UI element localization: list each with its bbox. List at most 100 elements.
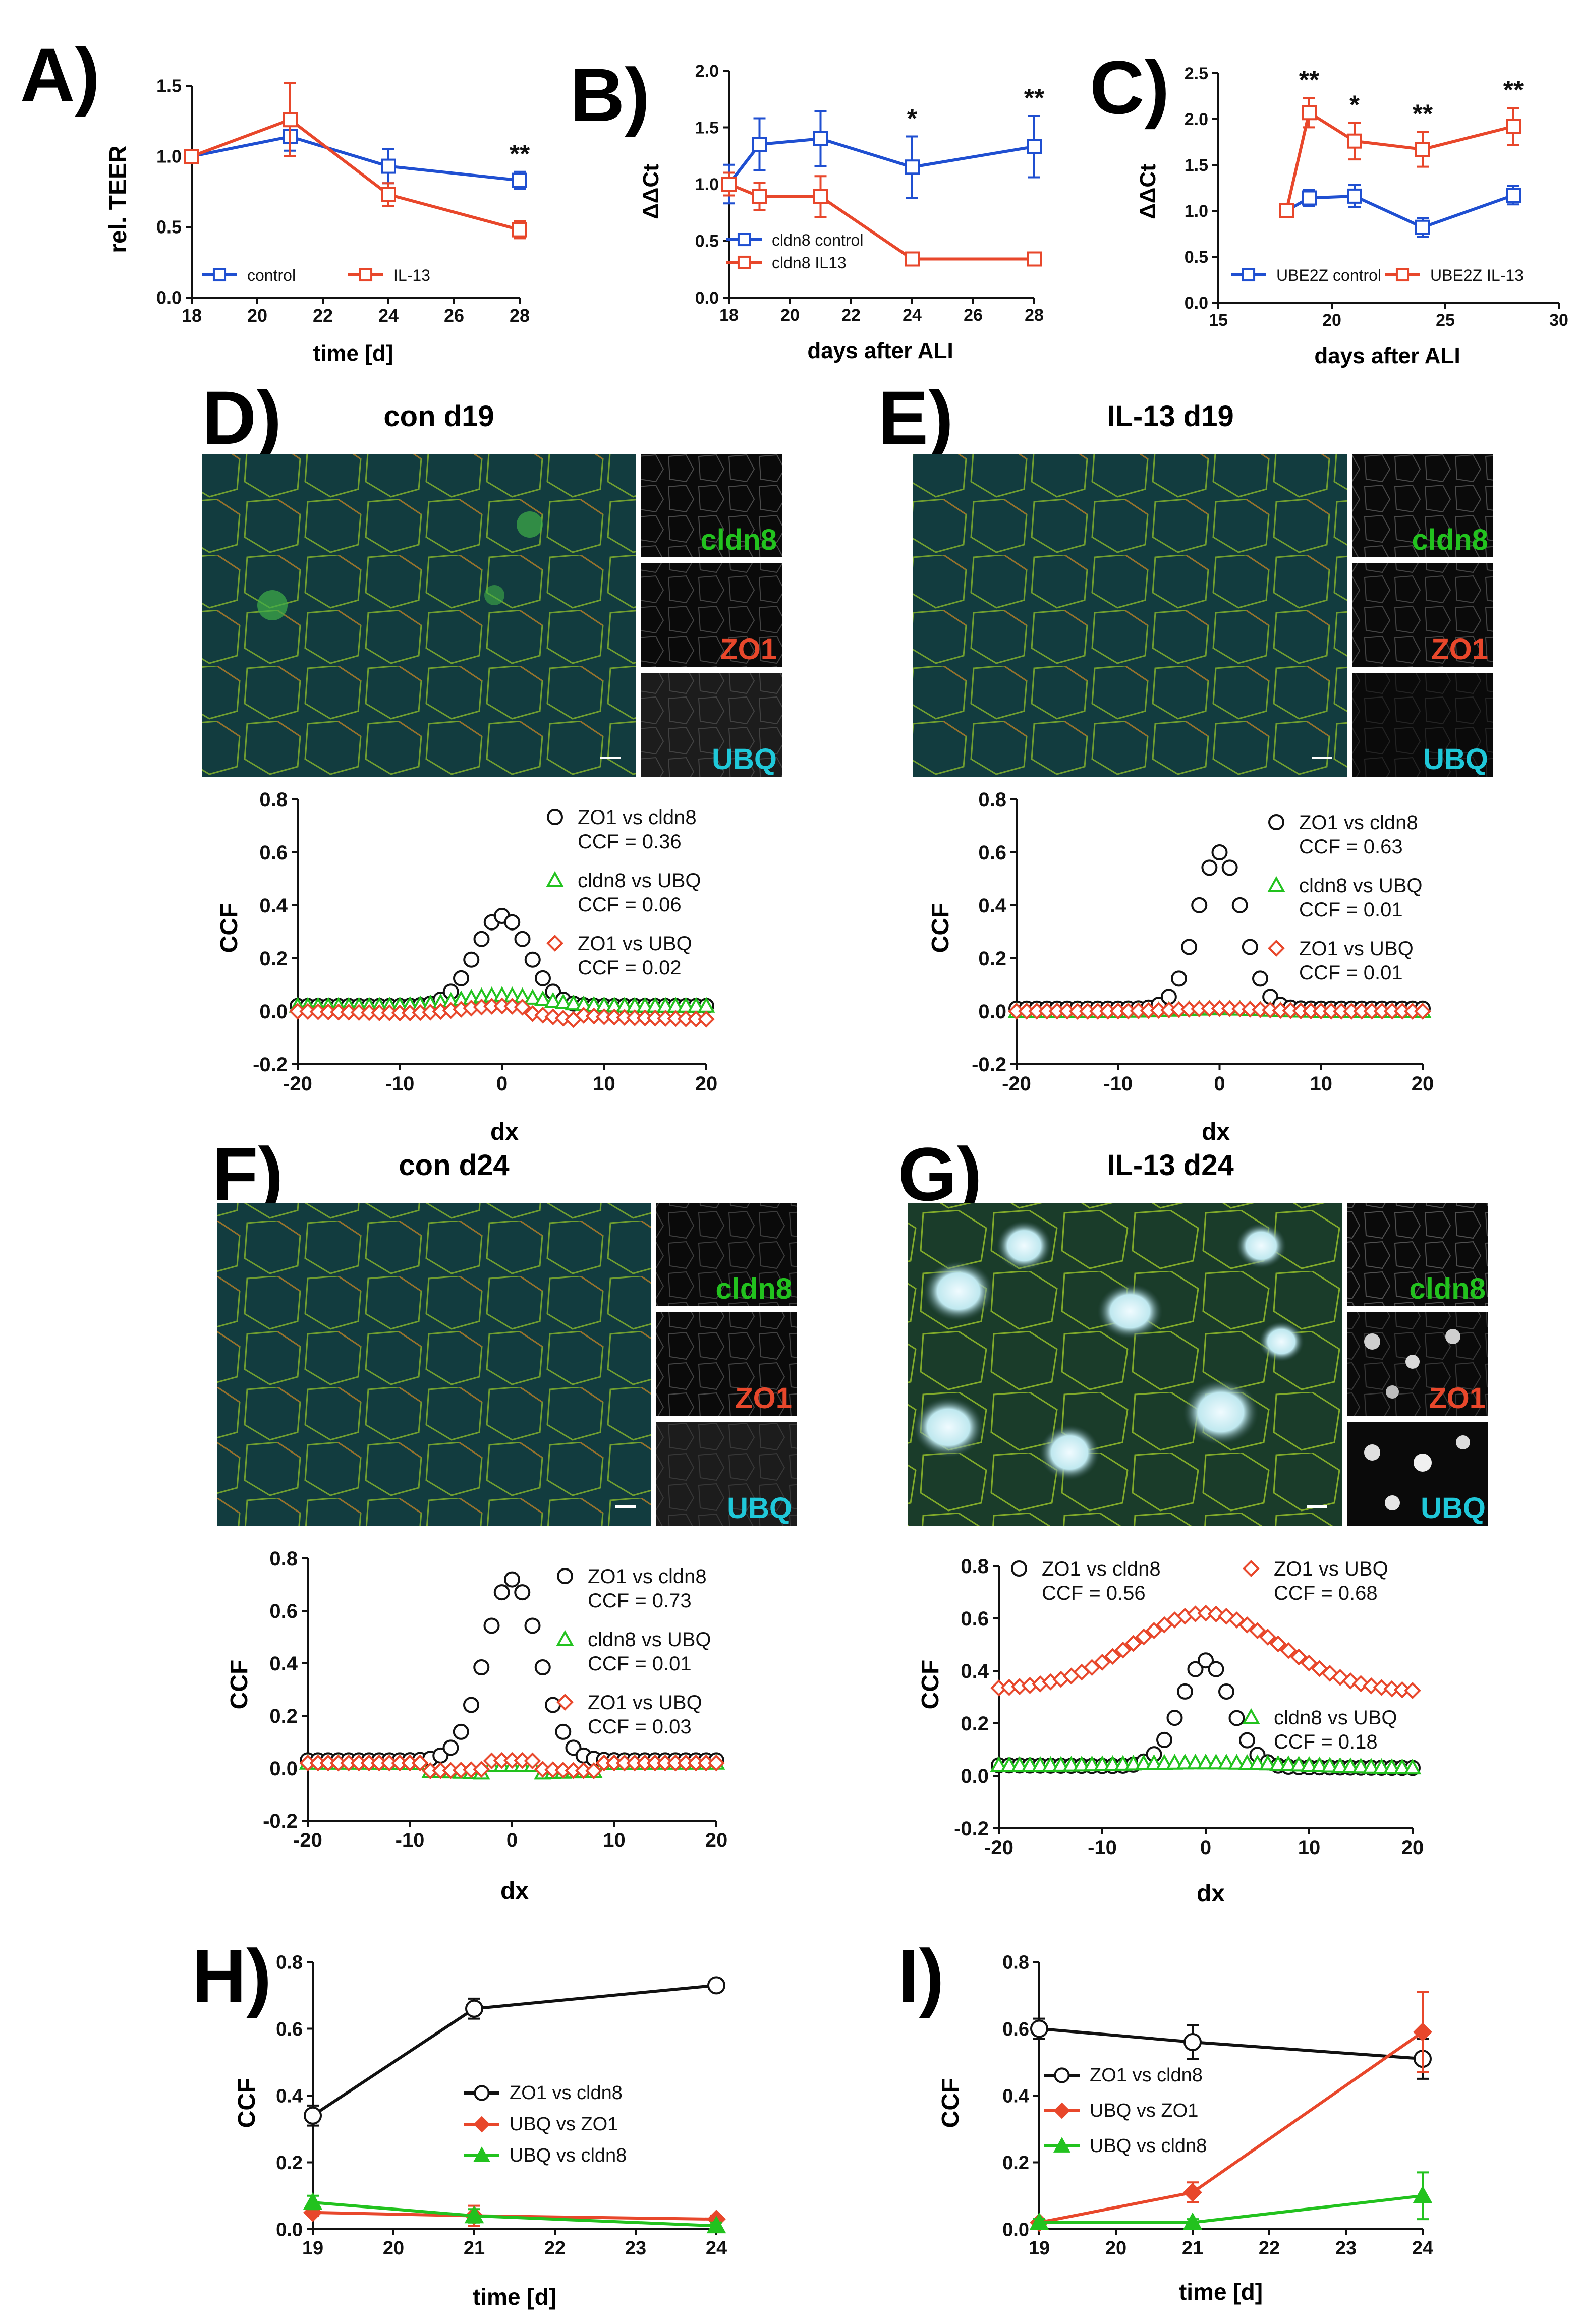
data-point [463,1697,479,1713]
data-point [544,1008,562,1025]
x-tick-label: 10 [603,1829,626,1851]
data-point [184,149,199,164]
data-point [1413,2022,1432,2042]
data-point [381,187,396,202]
data-point [1124,1635,1142,1652]
data-point [544,992,562,1008]
data-point [1218,1683,1234,1700]
data-point [1301,1654,1318,1672]
y-tick-label: 0.5 [1185,248,1208,267]
legend-marker [556,1694,574,1711]
legend-marker [474,2085,490,2101]
y-tick-label: 0.4 [269,1653,298,1675]
channel-label-zo1: ZO1 [1429,1382,1486,1415]
data-point [752,137,767,152]
legend-marker [1054,2067,1070,2083]
x-tick-label: -20 [1002,1073,1031,1095]
legend: UBE2Z control UBE2Z IL-13 [1231,266,1524,284]
legend-label: ZO1 vs UBQ [1299,938,1414,960]
legend-marker [473,2116,490,2133]
data-point [1052,1756,1070,1772]
legend-ccf: CCF = 0.68 [1274,1582,1378,1604]
data-point [1252,970,1268,987]
legend-label: UBE2Z control [1276,266,1381,284]
data-point [1331,1757,1349,1773]
x-tick-label: 10 [1310,1073,1333,1095]
data-point [545,1697,561,1713]
panel-label-E: E) [878,375,953,460]
data-point [813,189,828,204]
data-point [524,1752,541,1770]
legend-ccf: CCF = 0.01 [1299,899,1403,921]
data-point [990,1756,1008,1772]
legend-marker [1242,1708,1260,1724]
x-tick-label: -20 [283,1073,312,1095]
data-point [1290,1756,1308,1772]
data-point [1114,1755,1132,1771]
legend: control IL-13 [202,266,430,284]
data-point [1238,1754,1256,1770]
data-point [1021,1756,1039,1772]
data-point [534,1659,551,1676]
legend-label: cldn8 vs UBQ [1299,875,1423,897]
y-tick-label: 1.5 [1185,156,1208,175]
legend-label: UBQ vs cldn8 [1090,2135,1207,2157]
data-point [585,1762,602,1779]
data-point [1228,1710,1245,1726]
x-tick-label: -10 [385,1073,415,1095]
data-point [1156,1731,1172,1748]
legend-label: UBQ vs cldn8 [510,2145,627,2166]
ylabel-C: ΔΔCt [1136,164,1160,219]
series-line [1039,2030,1424,2224]
legend-label: cldn8 control [772,231,863,249]
data-point [1042,1756,1059,1772]
x-tick-label: 20 [780,306,800,325]
channel-label-cldn8: cldn8 [1410,1272,1486,1305]
data-point [1183,2183,1202,2202]
x-tick-label: 0 [1214,1073,1225,1095]
y-tick-label: 0.0 [1185,294,1208,313]
legend-label: ZO1 vs cldn8 [1299,811,1418,834]
data-point [1187,1661,1204,1677]
significance-annotation: ** [1413,99,1433,129]
x-tick-label: 18 [719,306,739,325]
series-line [191,135,520,182]
y-tick-label: 1.0 [156,146,182,167]
data-point [554,1010,572,1027]
y-tick-label: 0.0 [259,1001,288,1023]
data-point [453,970,469,986]
y-tick-label: -0.2 [954,1818,989,1840]
data-point [565,994,583,1011]
legend-label: UBQ vs ZO1 [510,2114,618,2135]
ylabel-A: rel. TEER [105,145,132,253]
x-tick-label: 22 [1259,2238,1280,2259]
legend-marker [557,1568,573,1584]
charts: 0.00.51.01.518 20 22 24 26 28**control IL-130.… [156,62,1568,2259]
panel-label-H: H) [192,1934,271,2018]
y-tick-label: 1.5 [695,118,719,137]
data-point [1166,1710,1183,1726]
y-tick-label: 2.5 [1185,64,1208,83]
x-tick-label: 19 [1029,2238,1050,2259]
data-point [752,189,767,204]
y-tick-label: 0.8 [276,1952,303,1973]
ylabel-G: CCF [917,1660,944,1710]
data-point [1124,1755,1142,1771]
y-tick-label: 0.5 [695,231,719,251]
x-tick-label: -20 [293,1829,322,1851]
x-tick-label: 22 [544,2238,566,2259]
legend-label: ZO1 vs cldn8 [1090,2065,1203,2086]
data-point [473,1659,490,1676]
y-tick-label: -0.2 [253,1054,288,1076]
y-tick-label: 0.8 [259,789,288,811]
data-point [1383,1680,1400,1698]
legend-label: ZO1 vs cldn8 [510,2082,623,2104]
data-point [1302,190,1317,206]
y-tick-label: 2.0 [1185,110,1208,129]
data-point [721,177,737,192]
xlabel-H: time [d] [473,2284,556,2310]
y-tick-label: 0.2 [276,2153,303,2174]
data-point [503,998,521,1015]
